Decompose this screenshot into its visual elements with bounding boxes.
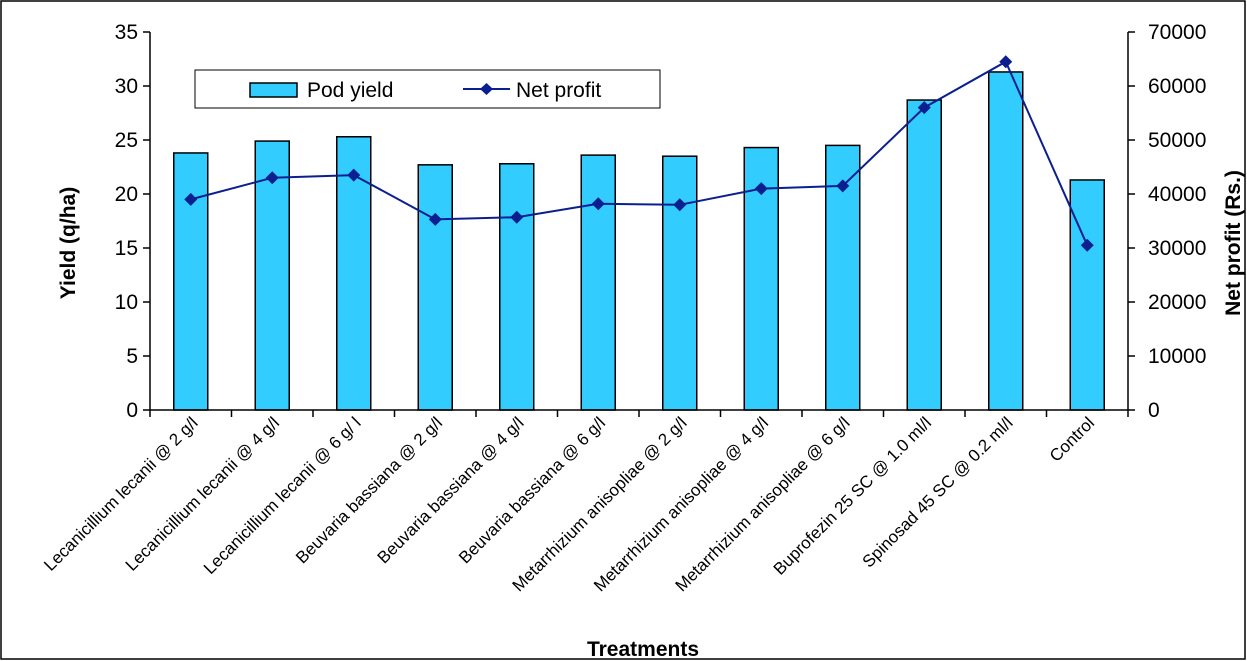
y-tick-label: 0	[126, 399, 138, 422]
bar	[499, 163, 535, 411]
line-series	[184, 55, 1094, 252]
y-tick-label: 35	[115, 21, 138, 44]
legend-line-label: Net profit	[516, 79, 601, 102]
net-profit-line	[190, 60, 1089, 246]
net-profit-marker	[754, 182, 768, 196]
bar	[1069, 179, 1105, 411]
y2-tick-label: 0	[1148, 399, 1160, 422]
y2-tick-label: 60000	[1148, 75, 1206, 98]
legend: Pod yield Net profit	[194, 69, 661, 109]
legend-bar-label: Pod yield	[307, 79, 393, 102]
y-tick-label: 20	[115, 183, 138, 206]
bar	[906, 99, 942, 411]
bar	[417, 164, 453, 411]
tick-labels: 0 5 10 15 20 25 30 35 0 10000 20000 30000 40000 50000…	[115, 21, 1207, 422]
net-profit-marker	[347, 168, 361, 182]
bar	[662, 155, 698, 411]
y-axis-title: Yield (q/ha)	[57, 187, 80, 299]
bar	[580, 154, 616, 411]
y-tick-label: 30	[115, 75, 138, 98]
y2-axis-title: Net profit (Rs.)	[1222, 170, 1245, 316]
y2-tick-label: 30000	[1148, 237, 1206, 260]
axes	[143, 31, 1135, 417]
net-profit-marker	[673, 198, 687, 212]
net-profit-marker	[836, 179, 850, 193]
y2-tick-label: 40000	[1148, 183, 1206, 206]
y-tick-label: 5	[126, 345, 138, 368]
y-tick-label: 15	[115, 237, 138, 260]
x-axis-title: Treatments	[587, 638, 699, 661]
legend-bar-swatch	[249, 82, 298, 98]
y2-tick-label: 70000	[1148, 21, 1206, 44]
net-profit-marker	[510, 210, 524, 224]
net-profit-marker	[591, 197, 605, 211]
net-profit-marker	[999, 55, 1013, 69]
net-profit-marker	[1080, 238, 1094, 252]
legend-marker	[480, 83, 493, 95]
bar-series	[173, 71, 1105, 411]
net-profit-marker	[428, 212, 442, 226]
y2-tick-label: 10000	[1148, 345, 1206, 368]
bar	[988, 71, 1024, 411]
net-profit-marker	[917, 101, 931, 115]
net-profit-marker	[265, 171, 279, 185]
bar	[173, 152, 209, 411]
net-profit-marker	[184, 192, 198, 206]
y-tick-label: 10	[115, 291, 138, 314]
y2-tick-label: 50000	[1148, 129, 1206, 152]
y-tick-label: 25	[115, 129, 138, 152]
y2-tick-label: 20000	[1148, 291, 1206, 314]
